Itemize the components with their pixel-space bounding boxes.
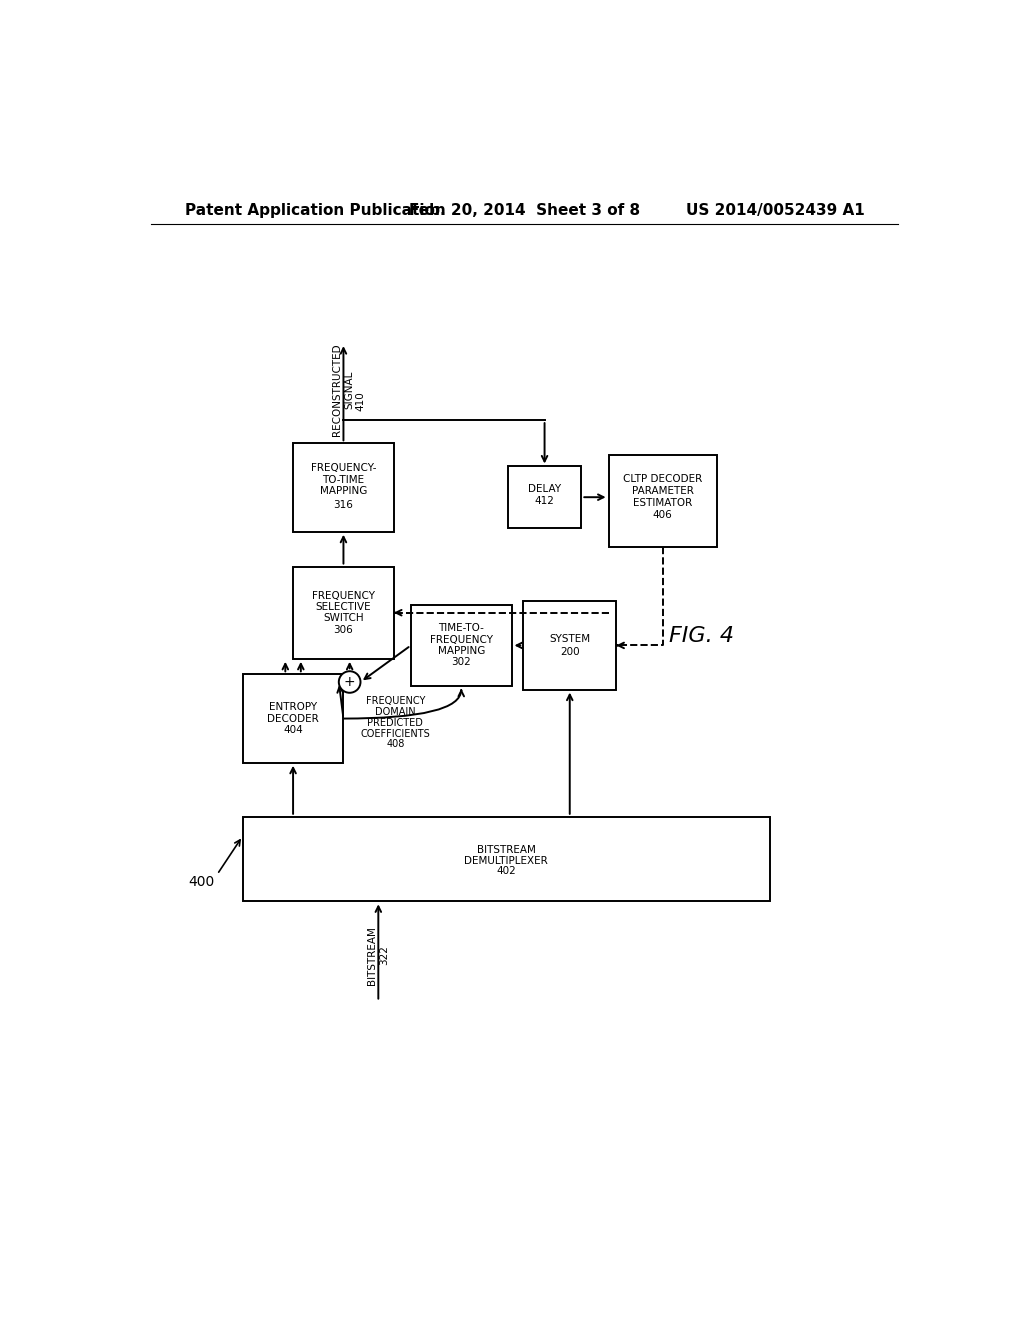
Text: DELAY: DELAY bbox=[528, 484, 561, 495]
Bar bbox=[243, 675, 343, 763]
Text: FREQUENCY: FREQUENCY bbox=[312, 591, 375, 601]
Text: FREQUENCY-: FREQUENCY- bbox=[310, 463, 376, 474]
Text: DEMULTIPLEXER: DEMULTIPLEXER bbox=[464, 855, 548, 866]
Text: MAPPING: MAPPING bbox=[437, 645, 485, 656]
Text: SYSTEM: SYSTEM bbox=[549, 635, 590, 644]
Text: 322: 322 bbox=[380, 945, 389, 965]
Text: 410: 410 bbox=[355, 391, 366, 411]
Text: RECONSTRUCTED: RECONSTRUCTED bbox=[332, 343, 342, 436]
Text: 400: 400 bbox=[188, 875, 215, 890]
Text: SIGNAL: SIGNAL bbox=[345, 370, 354, 409]
Text: PREDICTED: PREDICTED bbox=[368, 718, 423, 727]
Bar bbox=[243, 817, 770, 902]
Bar bbox=[508, 466, 582, 528]
Text: +: + bbox=[344, 675, 355, 689]
Bar bbox=[608, 455, 717, 548]
Text: COEFFICIENTS: COEFFICIENTS bbox=[360, 729, 430, 739]
Text: 316: 316 bbox=[334, 499, 353, 510]
Text: 200: 200 bbox=[560, 647, 580, 656]
Text: 408: 408 bbox=[386, 739, 404, 750]
Text: DOMAIN: DOMAIN bbox=[375, 708, 416, 717]
Text: FREQUENCY: FREQUENCY bbox=[430, 635, 493, 645]
Circle shape bbox=[339, 671, 360, 693]
Text: SELECTIVE: SELECTIVE bbox=[315, 602, 372, 612]
Text: 412: 412 bbox=[535, 496, 555, 506]
Text: BITSTREAM: BITSTREAM bbox=[477, 845, 536, 855]
Text: FREQUENCY: FREQUENCY bbox=[366, 696, 425, 706]
Text: MAPPING: MAPPING bbox=[319, 487, 368, 496]
Bar bbox=[411, 605, 512, 686]
Text: CLTP DECODER: CLTP DECODER bbox=[624, 474, 702, 484]
Text: TIME-TO-: TIME-TO- bbox=[438, 623, 484, 634]
Text: TO-TIME: TO-TIME bbox=[323, 475, 365, 484]
Bar bbox=[523, 601, 616, 689]
Text: Feb. 20, 2014  Sheet 3 of 8: Feb. 20, 2014 Sheet 3 of 8 bbox=[410, 203, 640, 218]
Text: DECODER: DECODER bbox=[267, 714, 318, 723]
Text: 306: 306 bbox=[334, 624, 353, 635]
Text: US 2014/0052439 A1: US 2014/0052439 A1 bbox=[686, 203, 865, 218]
Text: 406: 406 bbox=[653, 510, 673, 520]
Text: 402: 402 bbox=[497, 866, 516, 876]
Bar bbox=[293, 566, 394, 659]
Text: PARAMETER: PARAMETER bbox=[632, 486, 693, 496]
Text: 404: 404 bbox=[284, 725, 303, 735]
Text: 302: 302 bbox=[452, 657, 471, 668]
Text: SWITCH: SWITCH bbox=[324, 612, 364, 623]
Text: ENTROPY: ENTROPY bbox=[269, 702, 317, 711]
Text: ESTIMATOR: ESTIMATOR bbox=[633, 499, 692, 508]
Text: FIG. 4: FIG. 4 bbox=[669, 626, 734, 645]
Bar bbox=[293, 444, 394, 532]
Text: Patent Application Publication: Patent Application Publication bbox=[184, 203, 445, 218]
Text: BITSTREAM: BITSTREAM bbox=[368, 925, 377, 985]
